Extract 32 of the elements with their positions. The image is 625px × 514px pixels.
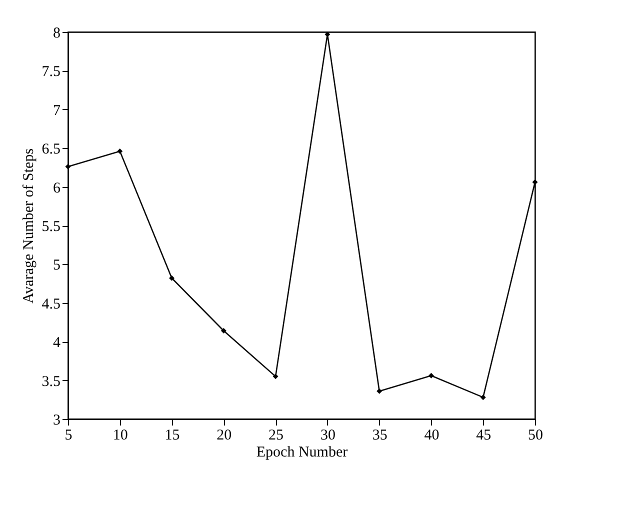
x-tick-label: 5 [64,428,72,444]
point [428,372,434,378]
x-axis-title: Epoch Number [256,444,348,460]
x-tick-label: 50 [528,428,543,444]
point [376,388,382,394]
x-tick-label: 30 [320,428,336,444]
y-tick-label: 4 [53,335,61,352]
point [272,374,278,380]
y-tick-label: 3.5 [42,374,60,390]
point [117,148,123,154]
x-tick-label: 40 [424,428,440,444]
x-tick-label: 15 [164,428,180,444]
x-tick-label: 25 [268,428,284,444]
y-tick-label: 4.5 [42,296,60,312]
point [169,275,175,281]
x-tick-label: 45 [476,428,492,444]
y-axis-title: Avarage Number of Steps [20,148,37,304]
y-tick-label: 3 [53,412,60,428]
y-tick-label: 7.5 [42,64,60,80]
point [220,328,226,334]
point [480,394,486,400]
x-tick-label: 10 [112,428,128,444]
y-tick-label: 5.5 [42,219,60,235]
point [65,164,71,170]
x-tick-label: 35 [372,428,388,444]
point [532,179,538,185]
y-tick-label: 6 [53,180,61,196]
y-tick-label: 5 [53,258,60,274]
x-tick-label: 20 [216,428,232,444]
y-tick-label: 6.5 [42,142,60,158]
y-tick-label: 7 [53,102,61,119]
y-tick-label: 8 [53,26,60,42]
